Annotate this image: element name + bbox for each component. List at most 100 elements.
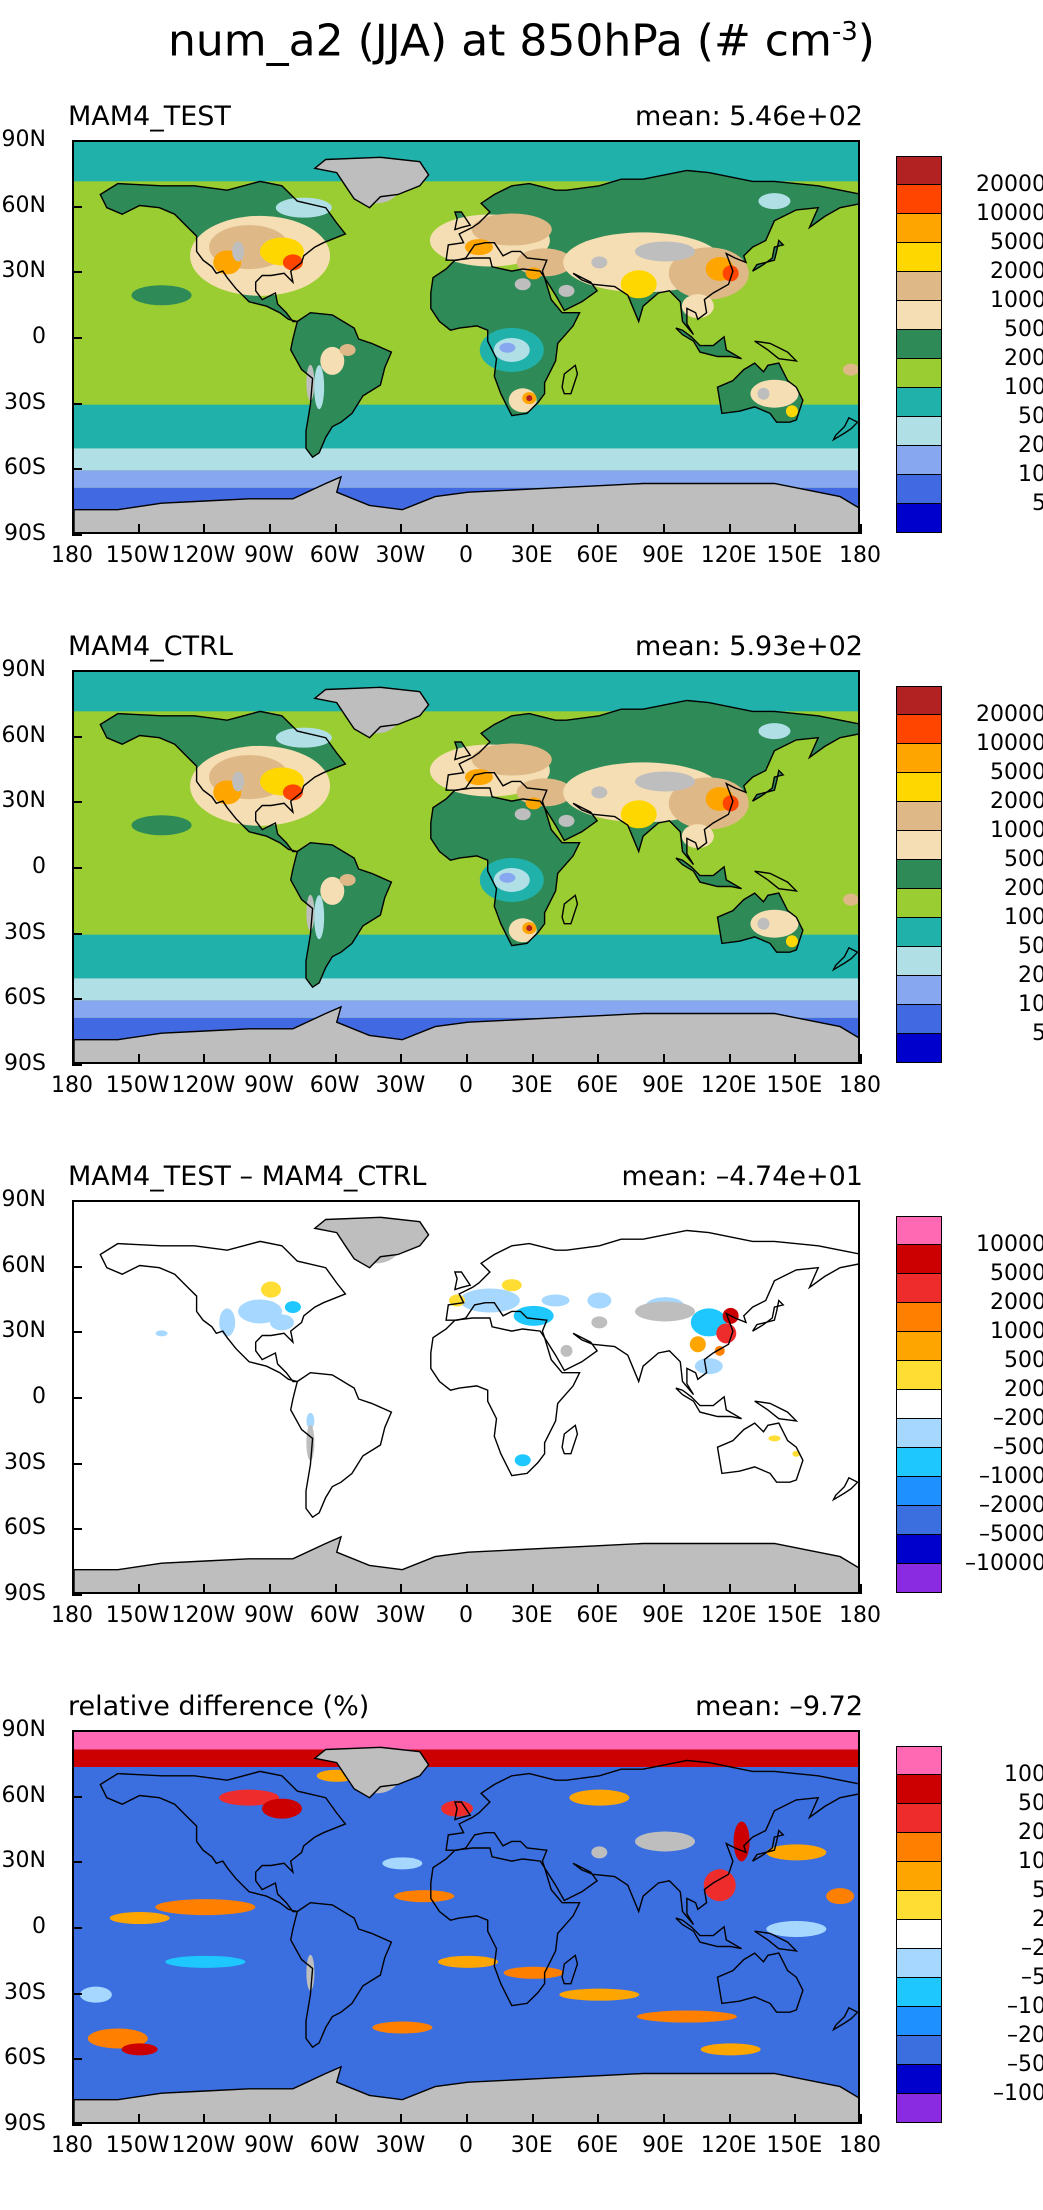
field-blob: [284, 1301, 301, 1314]
field-blob: [541, 1294, 570, 1307]
coastline-madagascar: [561, 894, 579, 925]
colorbar-swatch: [896, 947, 942, 976]
colorbar-label: 5000: [990, 230, 1043, 255]
colorbar-label: 10: [1018, 992, 1043, 1017]
coastline-uk: [453, 1801, 472, 1821]
lon-tickmark: [531, 1054, 534, 1064]
field-blob: [766, 1844, 827, 1861]
colorbar-swatch: [896, 715, 942, 744]
missing-data-antarctica: [74, 476, 858, 532]
field-blob: [501, 1279, 522, 1292]
missing-data: [635, 771, 695, 792]
field-blob: [620, 270, 657, 299]
missing-data: [591, 256, 608, 269]
lon-tickmark: [663, 1054, 665, 1064]
field-blob: [758, 193, 791, 210]
lat-tickmark: [72, 271, 82, 274]
colorbar-label: 500: [1004, 317, 1043, 342]
lat-tickmark: [72, 1200, 82, 1202]
colorbar-swatch: [896, 1775, 942, 1804]
field-blob: [282, 254, 303, 271]
colorbar-swatch: [896, 2094, 942, 2123]
lon-tickmark: [531, 2114, 534, 2124]
lon-tick-label: 90E: [642, 1073, 684, 1098]
lon-tickmark: [203, 1584, 206, 1594]
lon-tickmark: [663, 524, 665, 534]
colorbar-swatch: [896, 686, 942, 715]
missing-data-greenland: [314, 687, 429, 738]
lon-tick-label: 60E: [576, 543, 619, 568]
lon-tick-label: 150E: [766, 2133, 823, 2158]
coastline-japan: [752, 1299, 785, 1332]
lon-tick-label: 60W: [309, 1603, 360, 1628]
field-blob: [722, 265, 739, 282]
field-blob: [275, 197, 332, 218]
coastline-southAmerica: [289, 841, 393, 989]
lon-tick-label: 60W: [309, 1073, 360, 1098]
lon-tick-label: 120W: [171, 543, 236, 568]
colorbar: 20000 10000 5000 2000 1000 500 200 100 50 20 10 5: [896, 156, 1043, 533]
lon-tick-label: 120W: [171, 1603, 236, 1628]
field-blob: [700, 2043, 761, 2056]
field-blob: [438, 1955, 498, 1968]
coastline-africa: [430, 787, 581, 947]
lat-tick-label: 90N: [1, 1717, 46, 1742]
lon-tickmark: [466, 1584, 468, 1594]
coastline-greenland: [313, 1216, 430, 1269]
field-blob: [131, 815, 192, 836]
map-field: [74, 672, 858, 1062]
field-band: [74, 934, 858, 979]
coastline-japan: [752, 239, 785, 272]
colorbar-swatch: [896, 744, 942, 773]
lon-tickmark: [72, 2114, 74, 2124]
field-land-japan: [752, 770, 784, 802]
lon-tick-label: 180: [839, 1603, 881, 1628]
colorbar-swatch: [896, 1274, 942, 1303]
missing-data-greenland: [314, 1217, 429, 1268]
coastline-africa: [430, 257, 581, 417]
field-blob: [471, 743, 552, 776]
lon-tickmark: [72, 524, 74, 534]
panel-MAM4_CTRL: MAM4_CTRL mean: 5.93e+02 90N 60N 30N 0 30S 60S 9…: [0, 630, 1043, 1150]
field-blob: [768, 1435, 781, 1442]
colorbar-label: 200: [1004, 876, 1043, 901]
lon-tick-label: 90W: [244, 1073, 294, 1098]
field-blob: [703, 1869, 736, 1902]
colorbar-swatch: [896, 1920, 942, 1949]
colorbar-label: 10000: [976, 1232, 1043, 1257]
colorbar-swatch: [896, 1303, 942, 1332]
field-blob: [394, 1890, 455, 1903]
missing-data: [591, 1846, 608, 1859]
lon-tick-label: 30E: [510, 1603, 553, 1628]
coastline-antarctica: [74, 475, 858, 532]
colorbar-swatch: [896, 1978, 942, 2007]
field-blob: [282, 784, 303, 801]
missing-data: [232, 241, 245, 262]
lat-tickmark: [72, 1861, 82, 1864]
colorbar-swatch: [896, 1390, 942, 1419]
field-blob: [694, 1358, 723, 1375]
colorbar-swatch: [896, 1361, 942, 1390]
colorbar-swatch: [896, 860, 942, 889]
colorbar-label: 5: [1032, 1878, 1043, 1903]
lat-tick-label: 90S: [4, 1051, 46, 1076]
colorbar-swatch: [896, 1891, 942, 1920]
missing-data-greenland: [314, 1747, 429, 1798]
field-blob: [503, 1966, 564, 1979]
lon-tickmark: [728, 2114, 731, 2124]
lon-tick-label: 120E: [700, 1073, 757, 1098]
coastline-southAmerica: [289, 311, 393, 459]
lon-tickmark: [72, 1584, 74, 1594]
coastline-indonesia: [675, 857, 742, 890]
lat-tickmark: [72, 1730, 82, 1732]
lat-tickmark: [72, 1992, 82, 1995]
map-frame: [72, 140, 860, 534]
lat-tick-label: 60S: [4, 2045, 46, 2071]
colorbar-label: –100: [993, 2081, 1043, 2106]
lat-tickmark: [72, 1594, 82, 1596]
missing-data: [558, 814, 575, 827]
missing-data: [514, 278, 531, 291]
colorbar-label: 50: [1018, 1791, 1043, 1816]
lat-tick-label: 0: [32, 854, 46, 879]
coastline-madagascar: [561, 1424, 579, 1455]
